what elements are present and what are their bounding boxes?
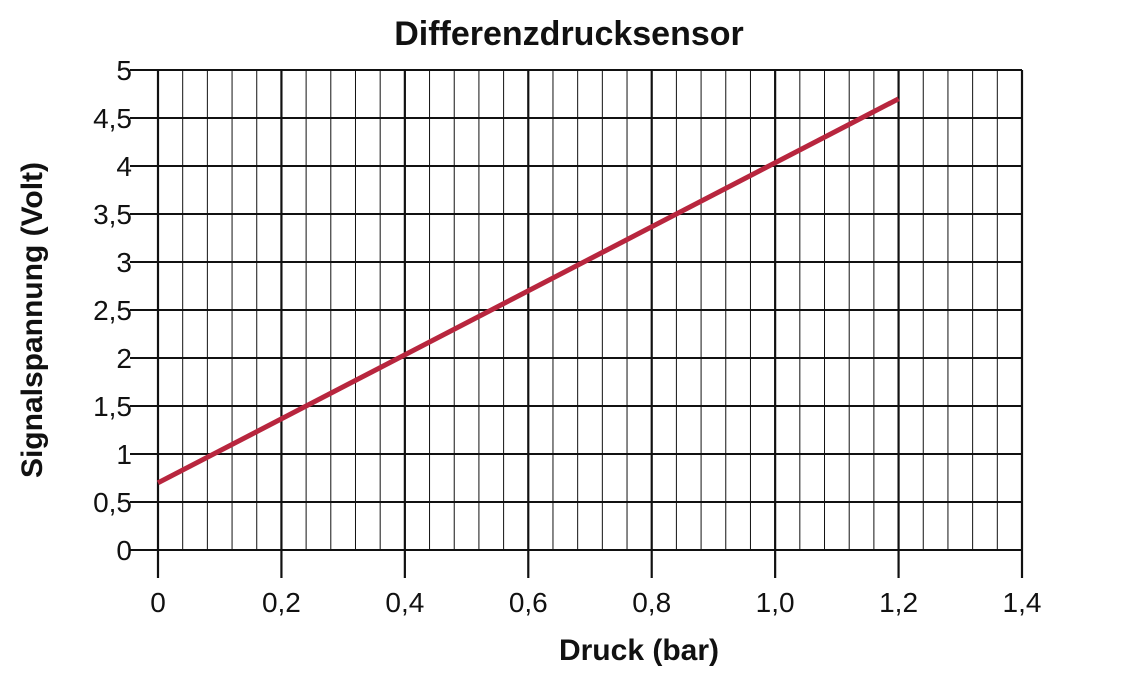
y-tick-label: 2 bbox=[116, 343, 132, 374]
y-tick-label: 5 bbox=[116, 55, 132, 86]
x-tick-label: 0,2 bbox=[262, 587, 301, 618]
x-tick-label: 1,0 bbox=[756, 587, 795, 618]
x-tick-label: 0,4 bbox=[385, 587, 424, 618]
x-tick-label: 0,8 bbox=[632, 587, 671, 618]
x-axis-ticks: 0 0,2 0,4 0,6 0,8 1,0 1,2 1,4 bbox=[150, 587, 1041, 618]
y-tick-label: 3 bbox=[116, 247, 132, 278]
series-layer bbox=[156, 96, 900, 486]
x-tick-label: 0 bbox=[150, 587, 166, 618]
y-axis-label: Signalspannung (Volt) bbox=[16, 162, 49, 478]
y-tick-label: 3,5 bbox=[93, 199, 132, 230]
y-tick-label: 4,5 bbox=[93, 103, 132, 134]
y-tick-label: 0 bbox=[116, 535, 132, 566]
y-axis-ticks: 0 0,5 1 1,5 2 2,5 3 3,5 4 4,5 5 bbox=[93, 55, 132, 566]
x-axis-label: Druck (bar) bbox=[559, 634, 719, 667]
x-tick-label: 1,4 bbox=[1003, 587, 1042, 618]
y-tick-label: 1 bbox=[116, 439, 132, 470]
chart-title: Differenzdrucksensor bbox=[394, 15, 744, 53]
grid-major bbox=[130, 69, 1024, 578]
y-tick-label: 2,5 bbox=[93, 295, 132, 326]
x-tick-label: 1,2 bbox=[879, 587, 918, 618]
x-tick-label: 0,6 bbox=[509, 587, 548, 618]
y-tick-label: 1,5 bbox=[93, 391, 132, 422]
series-line bbox=[156, 96, 900, 486]
y-tick-label: 0,5 bbox=[93, 487, 132, 518]
y-tick-label: 4 bbox=[116, 151, 132, 182]
